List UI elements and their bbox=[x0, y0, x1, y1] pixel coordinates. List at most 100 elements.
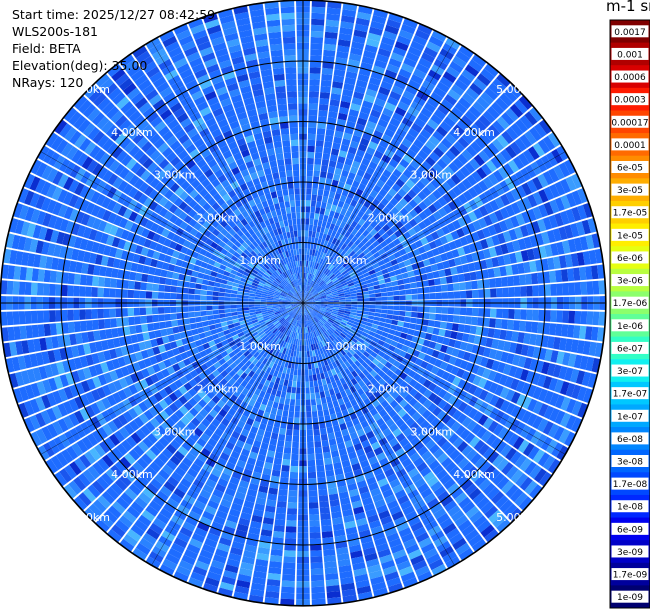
ray-cell bbox=[146, 230, 156, 240]
ray-cell bbox=[315, 392, 321, 399]
ray-cell bbox=[260, 297, 267, 300]
ray-cell bbox=[129, 325, 137, 335]
ray-cell bbox=[500, 400, 511, 413]
ray-cell bbox=[311, 188, 318, 195]
ray-cell bbox=[503, 503, 518, 518]
ray-cell bbox=[439, 517, 454, 530]
ray-cell bbox=[209, 409, 218, 418]
ray-cell bbox=[410, 436, 421, 447]
ray-cell bbox=[257, 454, 266, 462]
ray-cell bbox=[250, 520, 262, 529]
ray-cell bbox=[529, 484, 543, 499]
ray-cell bbox=[542, 421, 554, 435]
ray-cell bbox=[441, 371, 451, 381]
ray-cell bbox=[330, 394, 337, 402]
ray-cell bbox=[307, 151, 315, 159]
ray-cell bbox=[310, 36, 324, 44]
ray-cell bbox=[1, 327, 9, 342]
ray-cell bbox=[230, 269, 238, 275]
ray-cell bbox=[236, 459, 246, 469]
ray-cell bbox=[361, 541, 375, 550]
ray-cell bbox=[197, 554, 212, 565]
ray-cell bbox=[317, 477, 327, 484]
ray-cell bbox=[381, 309, 388, 314]
ray-cell bbox=[337, 485, 348, 494]
ray-cell bbox=[558, 337, 567, 351]
ray-cell bbox=[55, 271, 63, 284]
ray-cell bbox=[491, 360, 500, 372]
ray-cell bbox=[91, 241, 100, 253]
ray-cell bbox=[570, 368, 580, 383]
ray-cell bbox=[537, 322, 545, 334]
ray-cell bbox=[388, 437, 399, 448]
ray-cell bbox=[166, 443, 177, 455]
ray-cell bbox=[227, 277, 235, 283]
ray-cell bbox=[366, 373, 374, 381]
ray-cell bbox=[457, 441, 469, 453]
ray-cell bbox=[278, 301, 285, 303]
ray-cell bbox=[372, 337, 380, 344]
ray-cell bbox=[79, 238, 89, 251]
ray-cell bbox=[210, 329, 218, 335]
ray-cell bbox=[411, 472, 423, 484]
ray-cell bbox=[565, 415, 577, 430]
ray-cell bbox=[255, 308, 262, 312]
ray-cell bbox=[293, 338, 297, 345]
ray-cell bbox=[579, 355, 589, 370]
ray-cell bbox=[446, 373, 456, 384]
ray-cell bbox=[409, 388, 418, 397]
ray-cell bbox=[310, 206, 316, 213]
ray-cell bbox=[331, 368, 337, 376]
ray-cell bbox=[327, 481, 337, 489]
ray-cell bbox=[460, 479, 474, 492]
ray-3 bbox=[303, 303, 603, 358]
ray-cell bbox=[251, 282, 259, 287]
ray-cell bbox=[105, 267, 113, 278]
ray-cell bbox=[182, 293, 189, 300]
ray-cell bbox=[177, 280, 184, 287]
ray-cell bbox=[188, 388, 197, 397]
ray-cell bbox=[135, 542, 151, 556]
ray-cell bbox=[213, 515, 226, 526]
ray-cell bbox=[290, 465, 299, 473]
ray-cell bbox=[297, 308, 301, 314]
ray-cell bbox=[286, 85, 297, 92]
ray-cell bbox=[459, 341, 468, 351]
ray-cell bbox=[337, 372, 344, 380]
ray-cell bbox=[281, 580, 295, 588]
ray-cell bbox=[199, 408, 209, 418]
ray-cell bbox=[289, 356, 293, 363]
ray-cell bbox=[232, 265, 240, 272]
ray-cell bbox=[204, 505, 217, 516]
ray-cell bbox=[263, 430, 272, 439]
ray-cell bbox=[306, 423, 313, 430]
ray-cell bbox=[279, 298, 286, 301]
ray-cell bbox=[373, 366, 381, 374]
ray-cell bbox=[158, 469, 170, 481]
ray-23 bbox=[303, 303, 418, 588]
ray-cell bbox=[454, 514, 469, 527]
ray-cell bbox=[309, 508, 319, 515]
ray-cell bbox=[325, 579, 340, 587]
ray-cell bbox=[233, 322, 241, 327]
ray-12 bbox=[303, 303, 552, 487]
ray-cell bbox=[274, 79, 286, 87]
ray-cell bbox=[306, 429, 313, 436]
ray-cell bbox=[203, 274, 211, 281]
ray-cell bbox=[314, 305, 321, 309]
ray-cell bbox=[325, 311, 332, 315]
ray-cell bbox=[451, 509, 465, 522]
ray-cell bbox=[377, 478, 389, 488]
ray-cell bbox=[232, 381, 241, 390]
ray-cell bbox=[321, 346, 327, 354]
ray-cell bbox=[44, 228, 54, 242]
ray-cell bbox=[224, 382, 232, 391]
ray-cell bbox=[221, 259, 229, 267]
ray-cell bbox=[163, 481, 176, 493]
ray-cell bbox=[153, 392, 164, 402]
ray-cell bbox=[117, 205, 128, 217]
ray-cell bbox=[514, 454, 527, 469]
ray-cell bbox=[581, 371, 591, 387]
ray-cell bbox=[295, 307, 300, 313]
ray-cell bbox=[197, 452, 208, 463]
